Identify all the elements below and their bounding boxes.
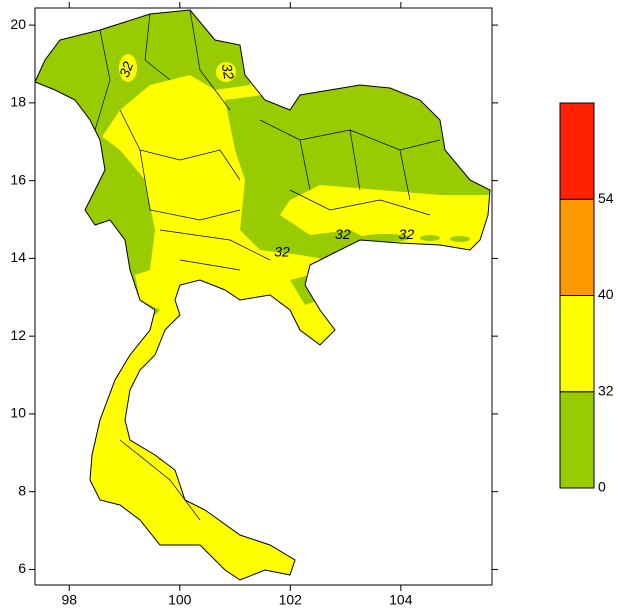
y-tick-label: 10 bbox=[10, 405, 26, 421]
north-zone bbox=[35, 10, 260, 140]
y-tick-label: 18 bbox=[10, 94, 26, 110]
y-tick-label: 14 bbox=[10, 249, 26, 265]
lake-zone bbox=[450, 236, 470, 242]
contour-label: 32 bbox=[219, 62, 237, 80]
colorbar-label: 32 bbox=[598, 382, 614, 398]
contour-label: 32 bbox=[274, 243, 290, 259]
y-tick-label: 20 bbox=[10, 16, 26, 32]
x-tick-label: 100 bbox=[168, 592, 192, 608]
map bbox=[34, 9, 491, 581]
hot-spot bbox=[216, 62, 236, 82]
hot-spot bbox=[119, 54, 137, 82]
colorbar-label: 40 bbox=[598, 286, 614, 302]
x-tick-label: 104 bbox=[389, 592, 413, 608]
contour-label: 32 bbox=[116, 59, 136, 79]
colorbar-segment bbox=[559, 198, 595, 296]
plot-frame bbox=[34, 7, 493, 586]
axes: 98 100 102 104 6 8 10 12 14 16 18 20 0 32 40 54 32 32 32 32… bbox=[10, 2, 614, 608]
lake-zone bbox=[420, 235, 440, 241]
colorbar-label: 54 bbox=[598, 190, 614, 206]
northeast-zone bbox=[225, 80, 490, 260]
y-tick-label: 8 bbox=[18, 482, 26, 498]
yellow-islands bbox=[119, 54, 236, 82]
y-tick-label: 16 bbox=[10, 171, 26, 187]
lake-zone bbox=[360, 234, 410, 242]
y-tick-label: 12 bbox=[10, 327, 26, 343]
colorbar-label: 0 bbox=[598, 479, 606, 495]
colorbar-segment bbox=[559, 102, 595, 200]
contour-label: 32 bbox=[335, 226, 351, 242]
x-tick-label: 102 bbox=[279, 592, 303, 608]
contour-label: 32 bbox=[399, 226, 415, 242]
colorbar-segment bbox=[559, 295, 595, 393]
x-tick-label: 98 bbox=[61, 592, 77, 608]
colorbar-segment bbox=[559, 391, 595, 489]
y-tick-label: 6 bbox=[18, 560, 26, 576]
